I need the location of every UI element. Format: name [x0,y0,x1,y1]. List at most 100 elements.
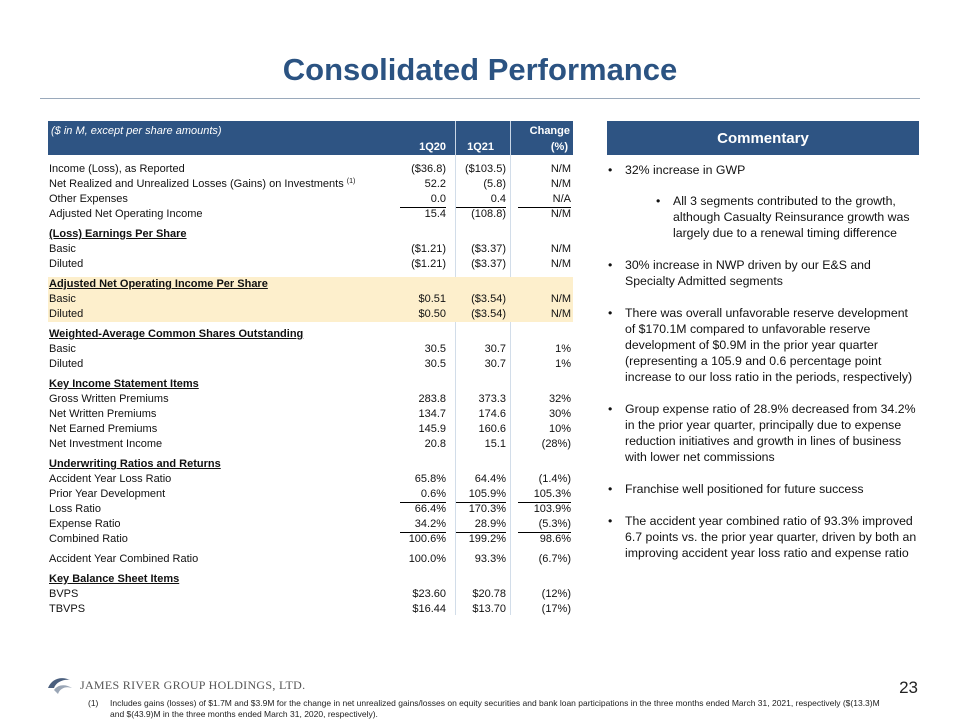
row-label: Basic [48,292,408,307]
performance-table: ($ in M, except per share amounts) 1Q20 … [48,121,573,617]
col-change-unit: (%) [550,141,568,153]
section-header-row: Key Balance Sheet Items [48,572,573,587]
section-header-row: Underwriting Ratios and Returns [48,457,573,472]
table-row: Basic ($1.21) ($3.37) N/M [48,242,573,257]
row-label-text: Net Investment Income [49,438,163,450]
commentary-bullet: Group expense ratio of 28.9% decreased f… [607,401,919,465]
value-1q21: 93.3% [474,553,506,565]
commentary-bullet: There was overall unfavorable reserve de… [607,305,919,385]
value-1q20: $0.51 [418,293,446,305]
title-divider [40,98,920,99]
value-1q21: 64.4% [474,473,506,485]
row-label-text: Diluted [49,258,84,270]
row-label: Gross Written Premiums [48,392,408,407]
value-1q20: 145.9 [418,423,446,435]
row-label-text: Loss Ratio [49,503,101,515]
value-change: N/M [550,178,571,190]
column-divider [455,155,456,615]
table-row: Net Investment Income 20.8 15.1 (28%) [48,437,573,452]
table-row: BVPS $23.60 $20.78 (12%) [48,587,573,602]
footnote-number: (1) [88,698,99,708]
footnote-ref: (1) [346,178,356,185]
row-label-text: (Loss) Earnings Per Share [49,228,187,240]
value-1q21: 170.3% [468,503,506,515]
row-label: Diluted [48,307,408,322]
table-row: Net Written Premiums 134.7 174.6 30% [48,407,573,422]
table-row: Income (Loss), as Reported ($36.8) ($103.5… [48,162,573,177]
value-1q21: 373.3 [478,393,506,405]
value-1q20: 15.4 [424,208,446,220]
row-label-text: Gross Written Premiums [49,393,169,405]
value-change: 1% [555,358,571,370]
value-1q21: 160.6 [478,423,506,435]
value-change: 1% [555,343,571,355]
value-1q20: 0.0 [400,192,446,208]
table-row: Accident Year Loss Ratio 65.8% 64.4% (1.4%) [48,472,573,487]
value-change: N/M [550,308,571,320]
value-change: N/M [550,243,571,255]
company-name: JAMES RIVER GROUP HOLDINGS, LTD. [80,677,306,692]
value-1q21: 174.6 [478,408,506,420]
value-1q21: 30.7 [484,358,506,370]
commentary-sub-bullet: All 3 segments contributed to the growth… [607,193,919,241]
value-1q20: 34.2% [400,517,446,533]
commentary-bullet: Franchise well positioned for future suc… [607,481,919,497]
value-1q20: $23.60 [412,588,446,600]
value-1q21: 105.9% [456,487,506,503]
col-1q20-header: 1Q20 [419,141,446,153]
row-label-text: Combined Ratio [49,533,128,545]
row-label: Accident Year Loss Ratio [48,472,408,487]
value-change: 98.6% [539,533,571,545]
row-label: Adjusted Net Operating Income [48,207,408,222]
table-row: TBVPS $16.44 $13.70 (17%) [48,602,573,617]
row-label: BVPS [48,587,408,602]
row-label-text: Key Income Statement Items [49,378,199,390]
value-1q21: 28.9% [456,517,506,533]
value-1q20: ($1.21) [411,258,446,270]
value-1q20: 65.8% [414,473,446,485]
col-1q21-header: 1Q21 [467,141,494,153]
row-label: Combined Ratio [48,532,408,547]
col-change-header: Change [529,125,570,137]
row-label-text: Diluted [49,358,84,370]
value-1q20: $16.44 [412,603,446,615]
value-change: N/M [550,208,571,220]
table-row: Diluted $0.50 ($3.54) N/M [48,307,573,322]
row-label: Accident Year Combined Ratio [48,552,408,567]
value-1q20: 30.5 [424,343,446,355]
section-header-row: Weighted-Average Common Shares Outstandi… [48,327,573,342]
value-1q20: 20.8 [424,438,446,450]
row-label-text: Basic [49,243,76,255]
row-label-text: Accident Year Loss Ratio [49,473,172,485]
row-label: Basic [48,242,408,257]
value-1q20: ($36.8) [411,163,446,175]
row-label-text: Prior Year Development [49,488,166,500]
table-row: Expense Ratio 34.2% 28.9% (5.3%) [48,517,573,533]
table-row: Basic $0.51 ($3.54) N/M [48,292,573,307]
value-change: (17%) [541,603,571,615]
value-change: N/M [550,293,571,305]
row-label-text: Accident Year Combined Ratio [49,553,199,565]
row-label-text: Adjusted Net Operating Income [49,208,203,220]
row-label-text: Diluted [49,308,84,320]
row-label-text: Net Realized and Unrealized Losses (Gain… [49,178,344,190]
commentary-bullet: The accident year combined ratio of 93.3… [607,513,919,561]
row-label-text: Adjusted Net Operating Income Per Share [49,278,268,290]
value-1q20: 100.0% [408,553,446,565]
value-change: (6.7%) [538,553,571,565]
row-label: Diluted [48,357,408,372]
value-1q20: 283.8 [418,393,446,405]
row-label-text: Key Balance Sheet Items [49,573,180,585]
section-header-row: Adjusted Net Operating Income Per Share [48,277,573,292]
row-label: Other Expenses [48,192,408,207]
row-label: Key Income Statement Items [48,377,408,392]
value-1q21: 199.2% [468,533,506,545]
row-label: Adjusted Net Operating Income Per Share [48,277,408,292]
row-label-text: Basic [49,293,76,305]
table-header: ($ in M, except per share amounts) 1Q20 … [48,121,573,155]
row-label: Prior Year Development [48,487,408,502]
table-row: Adjusted Net Operating Income 15.4 (108.8)… [48,207,573,222]
table-row: Other Expenses 0.0 0.4 N/A [48,192,573,208]
value-1q20: 52.2 [424,178,446,190]
page-number: 23 [899,678,918,697]
